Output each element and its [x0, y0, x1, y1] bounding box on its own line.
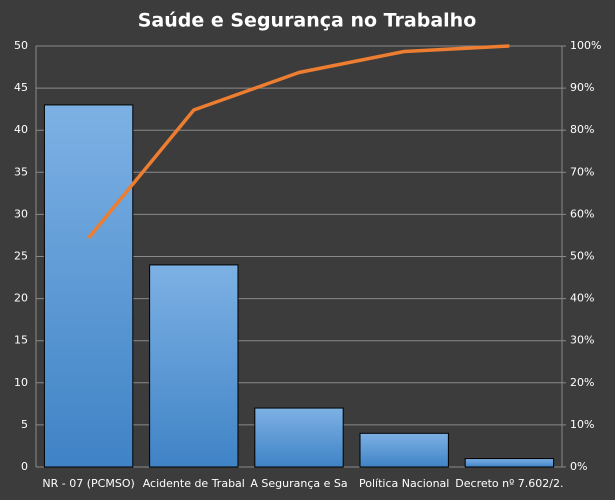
bar — [149, 264, 239, 468]
y-tick-label: 5 — [21, 418, 28, 431]
x-tick-label: Acidente de Trabal — [143, 477, 245, 490]
x-tick-label: A Segurança e Sa — [250, 477, 347, 490]
chart-title: Saúde e Segurança no Trabalho — [138, 10, 477, 32]
x-tick-label: NR - 07 (PCMSO) — [42, 477, 134, 490]
y2-tick-label: 30% — [570, 334, 594, 347]
y2-tick-label: 70% — [570, 165, 594, 178]
y-tick-label: 15 — [14, 334, 28, 347]
y2-tick-label: 0% — [570, 460, 587, 473]
x-tick-label: Decreto nº 7.602/2. — [455, 477, 563, 490]
y2-tick-label: 40% — [570, 292, 594, 305]
y2-tick-label: 100% — [570, 39, 601, 52]
y-tick-label: 0 — [21, 460, 28, 473]
y-tick-label: 35 — [14, 165, 28, 178]
y2-tick-label: 10% — [570, 418, 594, 431]
y2-tick-label: 90% — [570, 81, 594, 94]
x-tick-label: Política Nacional — [359, 477, 449, 490]
y-tick-label: 50 — [14, 39, 28, 52]
bar — [254, 407, 344, 468]
y-tick-label: 10 — [14, 376, 28, 389]
y2-tick-label: 20% — [570, 376, 594, 389]
y2-tick-label: 60% — [570, 207, 594, 220]
y-tick-label: 45 — [14, 81, 28, 94]
y-tick-label: 20 — [14, 292, 28, 305]
y-tick-label: 25 — [14, 250, 28, 263]
y2-tick-label: 50% — [570, 250, 594, 263]
y2-tick-label: 80% — [570, 123, 594, 136]
bar — [464, 458, 555, 468]
cumulative-line — [87, 44, 510, 240]
bar — [43, 104, 134, 468]
bar — [359, 432, 449, 468]
y-tick-label: 30 — [14, 207, 28, 220]
y-tick-label: 40 — [14, 123, 28, 136]
